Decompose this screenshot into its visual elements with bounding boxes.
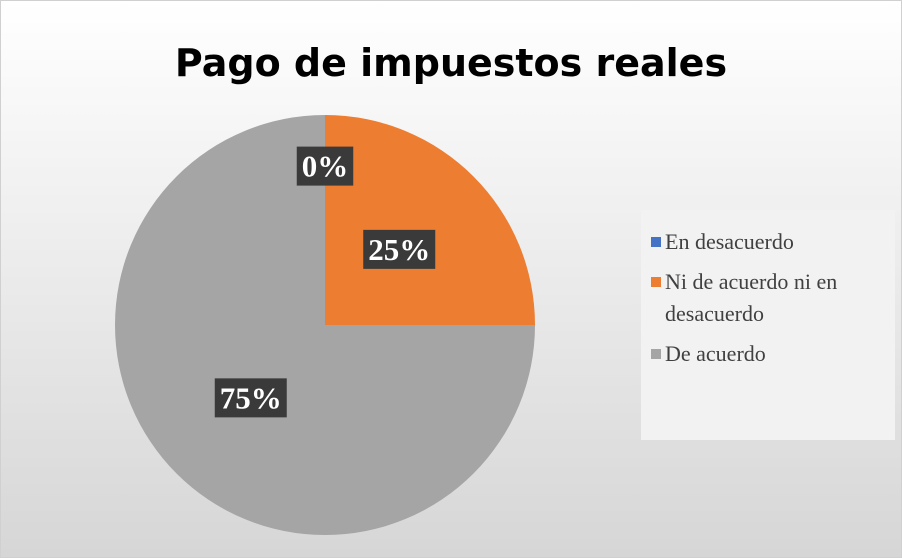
pie-slice <box>115 115 535 535</box>
legend-swatch <box>651 277 661 287</box>
data-label: 0% <box>296 146 354 186</box>
legend-label: Ni de acuerdo ni en desacuerdo <box>665 269 838 326</box>
legend: En desacuerdo Ni de acuerdo ni en desacue… <box>641 210 895 440</box>
legend-swatch <box>651 349 661 359</box>
data-label-box <box>296 146 354 186</box>
legend-label: De acuerdo <box>665 341 766 366</box>
data-label-text: 25% <box>368 232 430 267</box>
legend-swatch <box>651 237 661 247</box>
data-label-text: 75% <box>220 380 282 415</box>
legend-item: En desacuerdo <box>651 226 889 258</box>
data-label-box <box>363 229 436 269</box>
legend-label: En desacuerdo <box>665 229 794 254</box>
data-label-box <box>214 378 287 418</box>
chart-title: Pago de impuestos reales <box>175 41 727 85</box>
data-label-text: 0% <box>302 149 349 184</box>
data-label: 75% <box>214 378 287 418</box>
pie-slice <box>325 115 535 325</box>
legend-item: De acuerdo <box>651 338 889 370</box>
legend-item: Ni de acuerdo ni en desacuerdo <box>651 266 889 330</box>
data-label: 25% <box>363 229 436 269</box>
